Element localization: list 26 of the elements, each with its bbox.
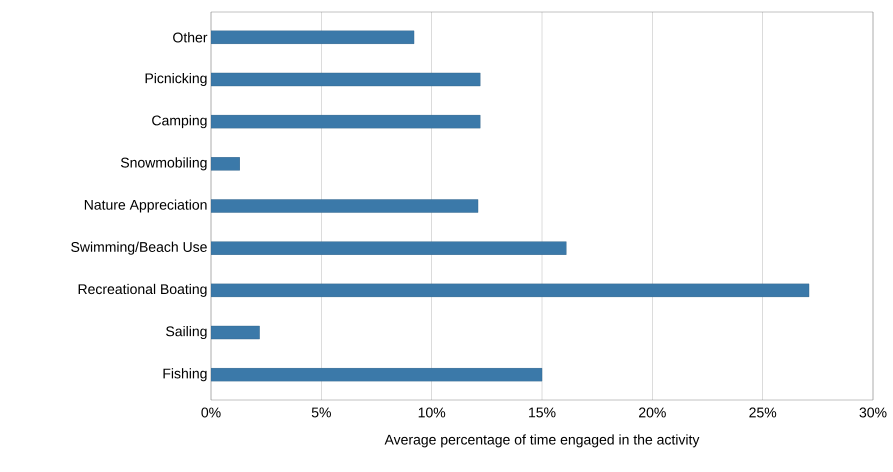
x-tick-label: 10% [418, 408, 446, 418]
y-tick-label: Picnicking [146, 72, 207, 86]
x-tick-label: 0% [201, 408, 221, 418]
bar [211, 241, 566, 255]
x-tick-label: 15% [529, 408, 556, 418]
y-tick-label: Sailing [166, 326, 207, 340]
y-tick-label: Fishing [163, 368, 207, 382]
y-tick-label: Snowmobiling [120, 157, 207, 170]
x-axis-title: Average percentage of time engaged in the activity [384, 434, 700, 448]
y-tick-label: Camping [152, 115, 207, 128]
bar [211, 114, 480, 128]
y-tick-label: Recreational Boating [78, 284, 207, 297]
bar [211, 157, 240, 171]
x-tick-label: 25% [749, 408, 776, 418]
bar [211, 199, 478, 213]
x-tick-label: 30% [860, 408, 887, 418]
y-tick-label: Nature Appreciation [84, 199, 207, 213]
y-tick-label: Swimming/Beach Use [71, 242, 207, 255]
bar [211, 368, 542, 382]
bar [211, 284, 810, 298]
bar [211, 326, 260, 340]
bar [211, 30, 414, 44]
y-tick-label: Other [173, 32, 208, 42]
x-tick-label: 5% [312, 408, 331, 418]
x-tick-label: 20% [639, 408, 666, 418]
bar [211, 72, 480, 86]
